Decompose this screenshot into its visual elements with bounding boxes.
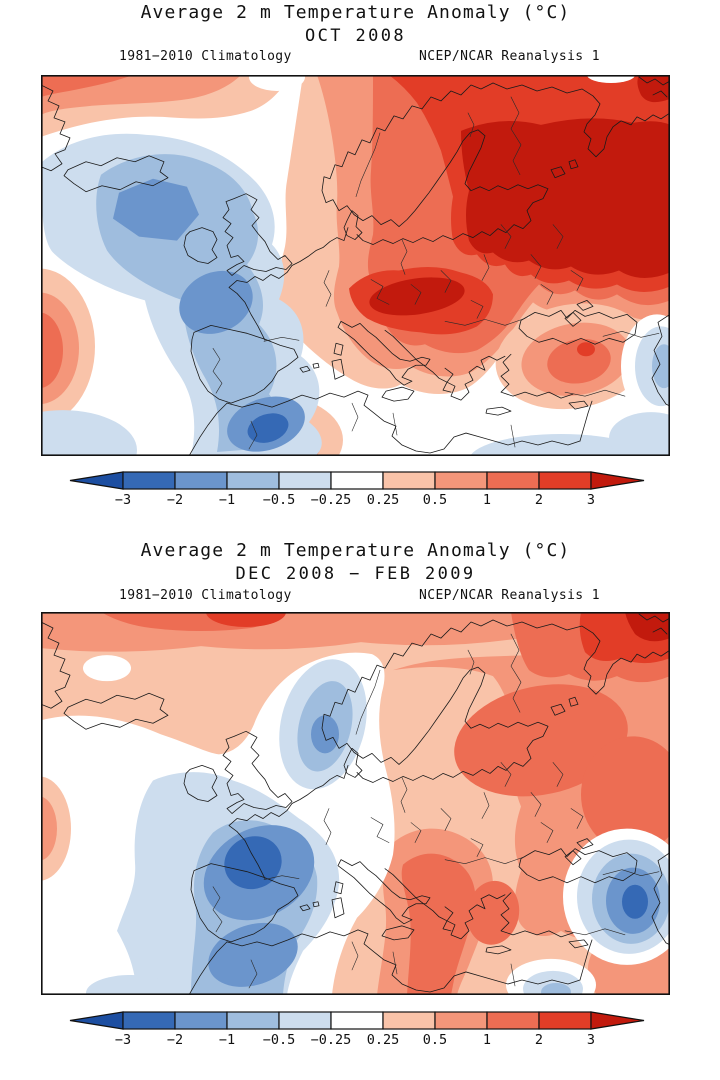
colorbar-segment [434, 1011, 488, 1030]
panel1-period: OCT 2008 [304, 26, 407, 46]
colorbar-segment [122, 471, 176, 490]
panel1-title: Average 2 m Temperature Anomaly (°C) [140, 2, 571, 23]
colorbar-tick-label: −1 [219, 492, 235, 508]
colorbar-segment [382, 1011, 436, 1030]
colorbar-segment [174, 471, 228, 490]
anomaly-map-oct-2008 [41, 75, 670, 456]
colorbar-tick-label: 2 [535, 1032, 543, 1048]
colorbar-tick-label: −3 [115, 1032, 131, 1048]
panel2-title: Average 2 m Temperature Anomaly (°C) [140, 540, 571, 561]
colorbar-segment [122, 1011, 176, 1030]
colorbar-segment [226, 1011, 280, 1030]
colorbar-segment [174, 1011, 228, 1030]
colorbar-right-arrow [590, 1011, 645, 1030]
colorbar-segment [278, 1011, 332, 1030]
colorbar-tick-label: −2 [167, 492, 183, 508]
colorbar-left-arrow [69, 1011, 124, 1030]
colorbar-segment [278, 471, 332, 490]
colorbar-segment [226, 471, 280, 490]
colorbar-tick-label: −1 [219, 1032, 235, 1048]
colorbar-segment [382, 471, 436, 490]
colorbar-tick-label: 1 [483, 1032, 491, 1048]
anomaly-map-djf-2008-2009 [41, 612, 670, 995]
map2-frame [41, 612, 670, 995]
colorbar-tick-label: −2 [167, 1032, 183, 1048]
colorbar-tick-label: 0.5 [423, 492, 447, 508]
anomaly-field-oct-2008 [41, 75, 670, 456]
colorbar-tick-label: 0.25 [367, 1032, 400, 1048]
colorbar-tick-label: −0.5 [263, 492, 296, 508]
colorbar-tick-label: −0.25 [311, 492, 352, 508]
colorbar-right-arrow [590, 471, 645, 490]
colorbar-tick-label: 0.5 [423, 1032, 447, 1048]
colorbar-oct-2008: −3 −2 −1 −0.5 −0.25 0.25 0.5 1 2 3 [69, 471, 645, 508]
colorbar-segment [538, 471, 592, 490]
panel1-source: NCEP/NCAR Reanalysis 1 [419, 49, 600, 64]
colorbar-tick-label: −0.5 [263, 1032, 296, 1048]
colorbar-djf-2008-2009: −3 −2 −1 −0.5 −0.25 0.25 0.5 1 2 3 [69, 1011, 645, 1048]
colorbar-tick-label: 2 [535, 492, 543, 508]
colorbar-segment [486, 471, 540, 490]
colorbar-segment [330, 471, 384, 490]
colorbar-tick-label: 0.25 [367, 492, 400, 508]
panel1-meta: 1981−2010 Climatology NCEP/NCAR Reanalys… [119, 49, 600, 64]
colorbar-segment [330, 1011, 384, 1030]
colorbar-segment [434, 471, 488, 490]
colorbar-left-arrow [69, 471, 124, 490]
colorbar-tick-label: −3 [115, 492, 131, 508]
panel2-source: NCEP/NCAR Reanalysis 1 [419, 588, 600, 603]
colorbar-segment [486, 1011, 540, 1030]
colorbar-tick-label: 1 [483, 492, 491, 508]
colorbar-tick-label: −0.25 [311, 1032, 352, 1048]
anomaly-field-djf [41, 612, 670, 995]
map1-frame [41, 75, 670, 456]
panel2-meta: 1981−2010 Climatology NCEP/NCAR Reanalys… [119, 588, 600, 603]
panel2-period: DEC 2008 − FEB 2009 [235, 564, 476, 584]
colorbar-segment [538, 1011, 592, 1030]
panel1-climatology: 1981−2010 Climatology [119, 49, 292, 64]
panel2-climatology: 1981−2010 Climatology [119, 588, 292, 603]
colorbar-tick-label: 3 [587, 1032, 595, 1048]
colorbar-tick-label: 3 [587, 492, 595, 508]
